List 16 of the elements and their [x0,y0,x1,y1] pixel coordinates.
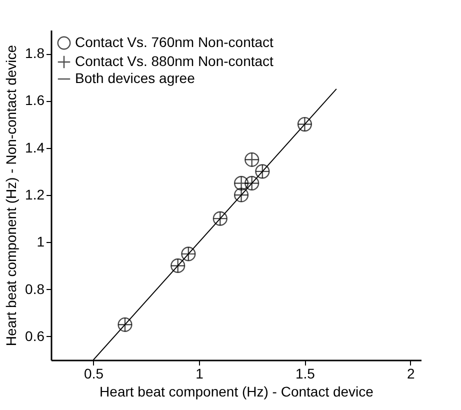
x-tick-label: 2 [407,366,416,382]
x-axis-title: Heart beat component (Hz) - Contact device [100,384,374,400]
x-tick-label: 1.5 [295,366,316,382]
legend-label: Contact Vs. 880nm Non-contact [75,53,274,69]
x-tick-label: 0.5 [84,366,104,382]
y-tick-label: 1.2 [25,186,45,202]
y-tick-label: 0.6 [25,328,45,344]
y-axis-title: Heart beat component (Hz) - Non-contact device [3,44,20,346]
y-tick-label: 1.4 [25,139,45,156]
legend-label: Both devices agree [75,70,196,86]
legend-label: Contact Vs. 760nm Non-contact [75,34,274,50]
y-tick-label: 1.6 [25,92,45,108]
y-tick-label: 0.8 [25,280,45,297]
y-tick-label: 1 [36,234,45,250]
y-tick-label: 1.8 [25,45,45,62]
x-tick-label: 1 [196,366,204,382]
